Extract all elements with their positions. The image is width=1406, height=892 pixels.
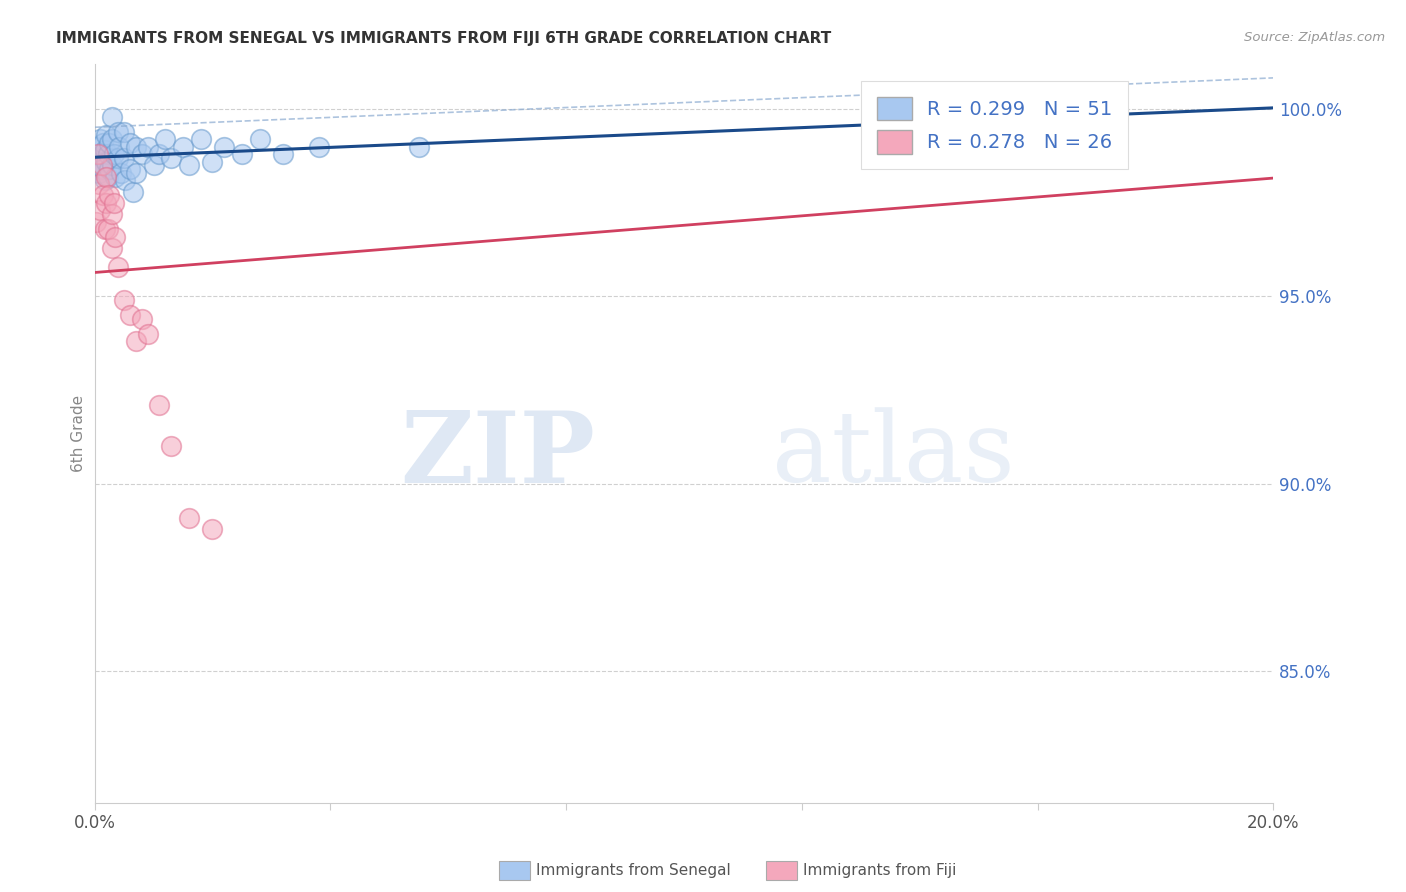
Point: [125, 139, 148, 153]
Point: [93, 143, 115, 157]
Point: [118, 161, 141, 176]
Point: [96, 222, 118, 236]
Point: [94, 173, 117, 187]
Point: [271, 147, 294, 161]
Point: [231, 147, 253, 161]
Text: IMMIGRANTS FROM SENEGAL VS IMMIGRANTS FROM FIJI 6TH GRADE CORRELATION CHART: IMMIGRANTS FROM SENEGAL VS IMMIGRANTS FR…: [56, 31, 831, 46]
Point: [160, 151, 183, 165]
Point: [91, 161, 114, 176]
Text: Immigrants from Senegal: Immigrants from Senegal: [536, 863, 731, 878]
Point: [101, 158, 124, 172]
Point: [90, 147, 112, 161]
Point: [93, 161, 115, 176]
Point: [93, 188, 115, 202]
Point: [125, 334, 148, 349]
Point: [93, 136, 115, 150]
Point: [148, 398, 170, 412]
Text: ZIP: ZIP: [401, 407, 596, 504]
Point: [131, 147, 153, 161]
Point: [160, 440, 183, 454]
Point: [112, 124, 135, 138]
Point: [84, 214, 107, 228]
Point: [96, 128, 118, 143]
Point: [201, 154, 224, 169]
Point: [155, 132, 177, 146]
Point: [101, 132, 124, 146]
Point: [148, 147, 170, 161]
Point: [96, 195, 118, 210]
Point: [93, 222, 115, 236]
Point: [107, 260, 129, 274]
Point: [108, 139, 131, 153]
Point: [114, 173, 136, 187]
Point: [190, 132, 212, 146]
Legend: R = 0.299   N = 51, R = 0.278   N = 26: R = 0.299 N = 51, R = 0.278 N = 26: [860, 81, 1128, 169]
Point: [89, 203, 111, 218]
Point: [136, 326, 159, 341]
Point: [112, 151, 135, 165]
Point: [107, 124, 129, 138]
Point: [98, 161, 121, 176]
Point: [101, 207, 124, 221]
Point: [90, 158, 112, 172]
Point: [249, 132, 271, 146]
Point: [103, 195, 125, 210]
Point: [177, 510, 200, 524]
Text: atlas: atlas: [772, 408, 1015, 503]
Point: [308, 139, 330, 153]
Point: [997, 105, 1019, 120]
Point: [142, 158, 165, 172]
Point: [107, 151, 129, 165]
Point: [122, 185, 145, 199]
Point: [201, 522, 224, 536]
Point: [103, 147, 125, 161]
Point: [101, 241, 124, 255]
Point: [89, 154, 111, 169]
Point: [96, 154, 118, 169]
Text: Source: ZipAtlas.com: Source: ZipAtlas.com: [1244, 31, 1385, 45]
Y-axis label: 6th Grade: 6th Grade: [72, 395, 86, 472]
Point: [89, 166, 111, 180]
Point: [110, 166, 132, 180]
Point: [131, 312, 153, 326]
Point: [112, 293, 135, 308]
Point: [89, 177, 111, 191]
Point: [118, 308, 141, 322]
Point: [86, 147, 108, 161]
Point: [212, 139, 235, 153]
Point: [86, 139, 108, 153]
Point: [101, 110, 124, 124]
Point: [172, 139, 194, 153]
Point: [98, 188, 121, 202]
Point: [136, 139, 159, 153]
Point: [87, 147, 110, 161]
Point: [96, 147, 118, 161]
Point: [97, 169, 120, 184]
Text: Immigrants from Fiji: Immigrants from Fiji: [803, 863, 956, 878]
Point: [408, 139, 430, 153]
Point: [125, 166, 148, 180]
Point: [86, 158, 108, 172]
Point: [177, 158, 200, 172]
Point: [89, 132, 111, 146]
Point: [96, 169, 118, 184]
Point: [98, 136, 121, 150]
Point: [118, 136, 141, 150]
Point: [104, 169, 127, 184]
Point: [104, 229, 127, 244]
